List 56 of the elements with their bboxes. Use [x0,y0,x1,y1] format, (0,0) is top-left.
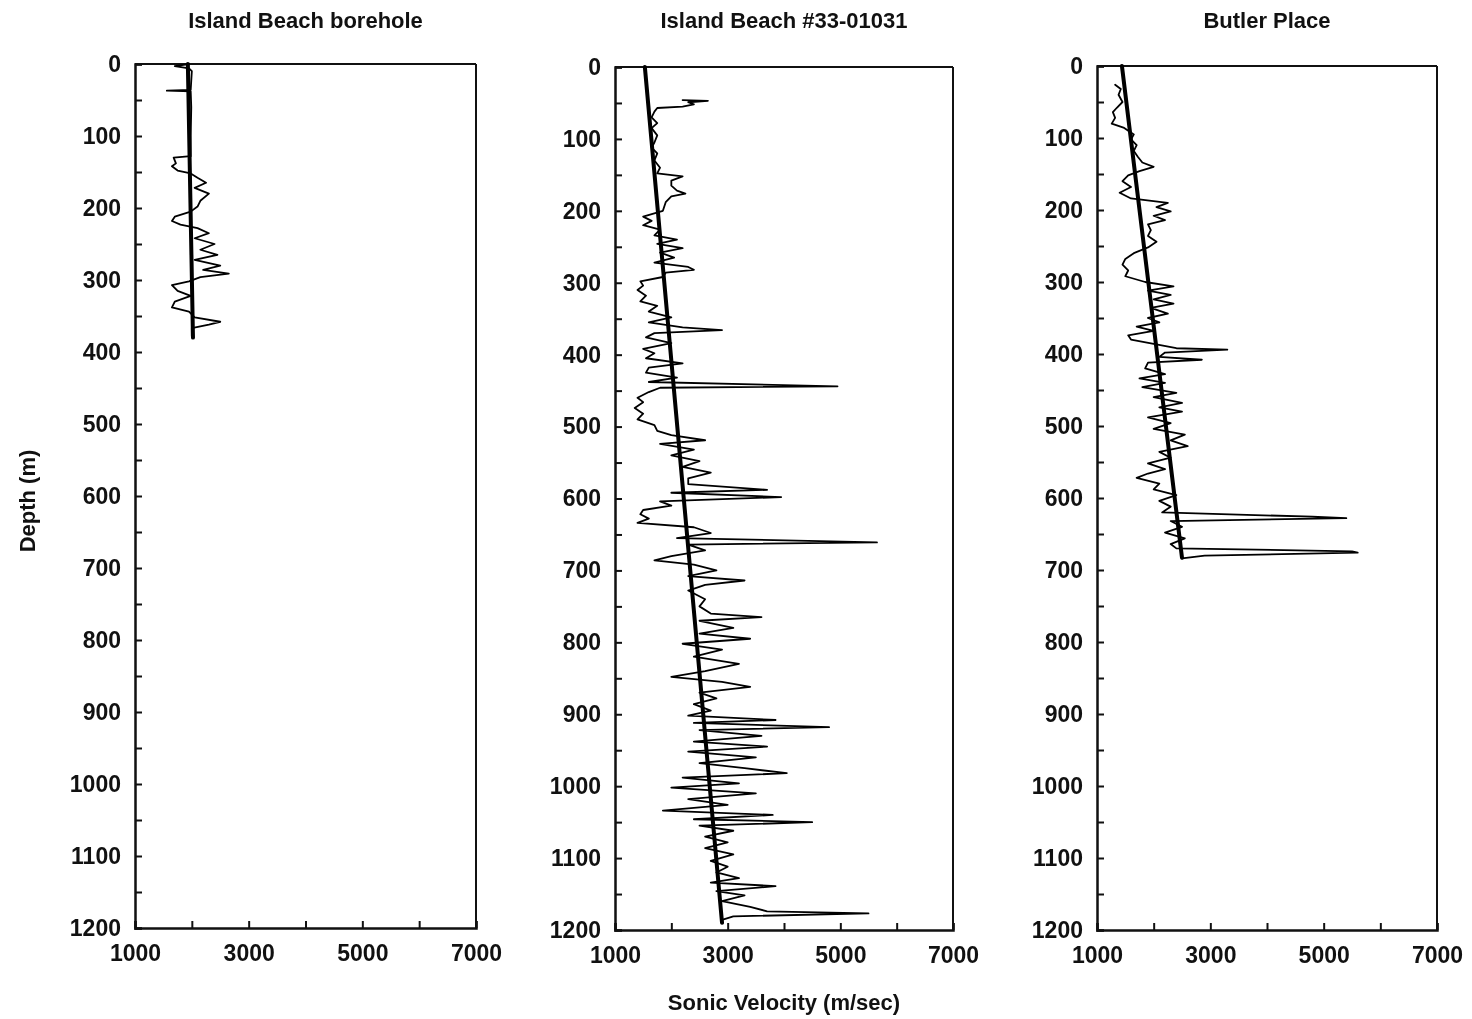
x-tick-label: 7000 [450,939,503,966]
y-tick-label: 600 [562,485,601,512]
y-tick-label: 100 [82,122,121,149]
y-tick-label: 200 [82,194,121,221]
y-tick-label: 500 [82,410,121,437]
y-tick-label: 1100 [71,842,121,869]
y-tick-label: 100 [562,125,601,152]
y-tick-label: 0 [1070,52,1083,79]
y-tick-label: 1000 [69,770,121,797]
y-tick-label: 200 [562,197,601,224]
y-tick-label: 600 [1044,484,1083,511]
y-tick-label: 0 [588,53,601,80]
y-tick-label: 400 [82,338,121,365]
y-tick-label: 800 [1044,628,1083,655]
y-tick-label: 300 [82,266,121,293]
y-tick-label: 1000 [1031,772,1083,799]
chart-title: Butler Place [1203,8,1331,33]
x-tick-label: 3000 [702,941,754,968]
x-tick-label: 3000 [1185,941,1237,968]
x-tick-label: 5000 [337,939,389,966]
y-tick-label: 1000 [549,773,601,800]
y-tick-label: 100 [1044,124,1083,151]
y-tick-label: 1200 [69,914,121,941]
y-tick-label: 1100 [551,844,601,871]
y-tick-label: 700 [1044,556,1083,583]
y-tick-label: 500 [562,413,601,440]
x-tick-label: 1000 [1071,941,1124,968]
y-tick-label: 900 [562,701,601,728]
y-axis-title: Depth (m) [15,449,40,553]
y-tick-label: 800 [82,626,121,653]
y-tick-label: 700 [82,554,121,581]
y-tick-label: 1200 [549,916,601,943]
y-tick-label: 900 [82,698,121,725]
x-axis-title: Sonic Velocity (m/sec) [667,990,901,1015]
y-tick-label: 900 [1044,700,1083,727]
x-tick-label: 1000 [589,941,642,968]
x-tick-label: 5000 [815,941,867,968]
chart-title: Island Beach borehole [188,8,423,33]
y-tick-label: 1100 [1033,844,1083,871]
y-tick-label: 300 [1044,268,1083,295]
y-tick-label: 0 [108,50,121,77]
y-tick-label: 1200 [1031,916,1083,943]
y-tick-label: 300 [562,269,601,296]
x-tick-label: 3000 [223,939,275,966]
y-tick-label: 800 [562,629,601,656]
x-tick-label: 5000 [1298,941,1350,968]
chart-title: Island Beach #33-01031 [660,8,908,33]
y-tick-label: 400 [562,341,601,368]
y-tick-label: 600 [82,482,121,509]
y-tick-label: 400 [1044,340,1083,367]
x-tick-label: 7000 [1411,941,1464,968]
x-tick-label: 1000 [109,939,162,966]
y-tick-label: 700 [562,557,601,584]
x-tick-label: 7000 [927,941,980,968]
y-tick-label: 500 [1044,412,1083,439]
y-tick-label: 200 [1044,196,1083,223]
